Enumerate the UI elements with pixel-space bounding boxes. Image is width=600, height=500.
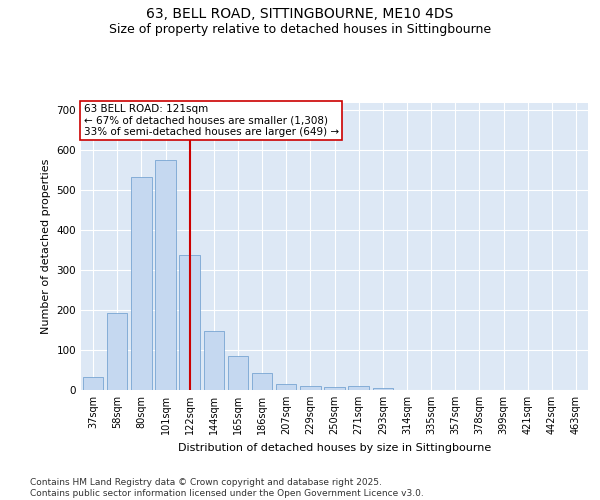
Bar xyxy=(107,313,127,390)
Bar xyxy=(179,256,200,390)
Bar xyxy=(349,386,369,390)
X-axis label: Distribution of detached houses by size in Sittingbourne: Distribution of detached houses by size … xyxy=(178,442,491,452)
Bar xyxy=(276,384,296,390)
Text: 63, BELL ROAD, SITTINGBOURNE, ME10 4DS: 63, BELL ROAD, SITTINGBOURNE, ME10 4DS xyxy=(146,8,454,22)
Y-axis label: Number of detached properties: Number of detached properties xyxy=(41,158,51,334)
Bar xyxy=(131,177,152,390)
Bar xyxy=(252,373,272,390)
Text: 63 BELL ROAD: 121sqm
← 67% of detached houses are smaller (1,308)
33% of semi-de: 63 BELL ROAD: 121sqm ← 67% of detached h… xyxy=(83,104,338,137)
Bar xyxy=(373,388,393,390)
Bar xyxy=(83,377,103,390)
Text: Contains HM Land Registry data © Crown copyright and database right 2025.
Contai: Contains HM Land Registry data © Crown c… xyxy=(30,478,424,498)
Bar xyxy=(155,160,176,390)
Bar xyxy=(227,356,248,390)
Bar xyxy=(300,386,320,390)
Bar xyxy=(324,387,345,390)
Bar xyxy=(203,331,224,390)
Text: Size of property relative to detached houses in Sittingbourne: Size of property relative to detached ho… xyxy=(109,22,491,36)
